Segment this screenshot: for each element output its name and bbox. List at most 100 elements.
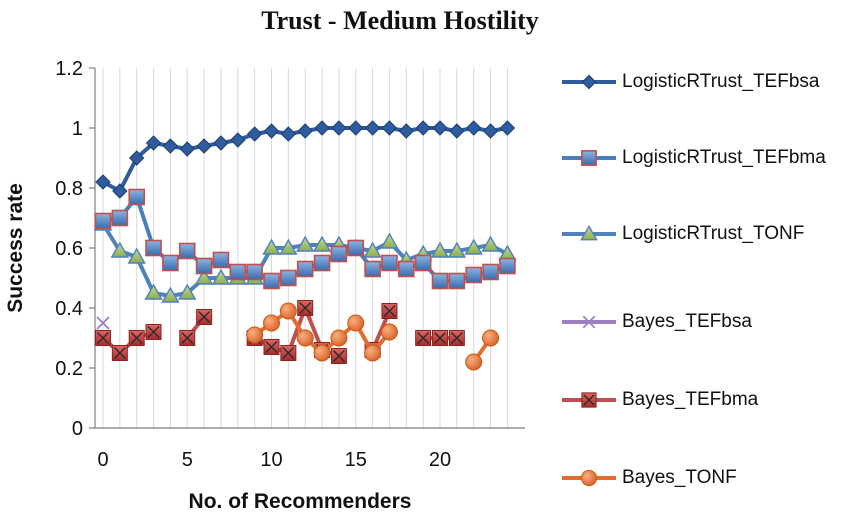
xsquare-stroke: [265, 341, 278, 353]
legend-label: LogisticRTrust_TONF: [622, 223, 805, 244]
y-tick-label: 1: [72, 118, 83, 140]
data-point-square: [581, 150, 597, 166]
data-point-triangle: [178, 283, 197, 300]
data-point-square: [330, 245, 348, 263]
data-point-circle: [263, 314, 280, 332]
data-point-circle: [296, 329, 314, 347]
x-tick-label: 20: [429, 449, 451, 471]
x-stroke: [96, 316, 110, 330]
chart-title: Trust - Medium Hostility: [261, 6, 539, 35]
data-point-triangle: [380, 232, 399, 249]
data-point-square: [212, 251, 230, 269]
data-point-square: [397, 260, 415, 278]
data-point-square: [448, 272, 466, 290]
data-point-square: [431, 272, 449, 290]
data-point-square: [195, 257, 213, 275]
xsquare-stroke: [181, 332, 194, 344]
data-point-diamond: [196, 138, 212, 154]
xsquare-stroke: [282, 347, 295, 359]
data-point-xsquare: [179, 330, 196, 346]
data-point-square: [246, 263, 263, 281]
data-point-square: [94, 212, 112, 230]
data-point-square: [145, 239, 162, 257]
data-point-diamond: [297, 123, 313, 139]
series-layer: [93, 120, 517, 371]
data-point-xsquare: [448, 330, 465, 346]
data-point-circle: [364, 344, 382, 362]
data-point-square: [162, 254, 179, 272]
xsquare-stroke: [97, 332, 109, 344]
data-point-diamond: [415, 120, 431, 136]
xsquare-stroke: [417, 332, 430, 344]
xsquare-stroke: [583, 394, 595, 406]
xsquare-stroke: [383, 305, 396, 317]
data-point-triangle: [262, 238, 281, 255]
data-point-triangle: [127, 247, 146, 264]
data-point-diamond: [499, 120, 516, 136]
data-point-xsquare: [196, 309, 213, 325]
legend-item: Bayes_TEFbsa: [560, 309, 850, 369]
data-point-triangle: [295, 235, 315, 252]
data-point-diamond: [331, 120, 347, 136]
data-point-xsquare: [145, 324, 162, 340]
data-point-triangle: [447, 241, 467, 258]
data-point-diamond: [95, 174, 111, 190]
data-point-diamond: [280, 126, 297, 142]
legend-label: Bayes_TEFbma: [622, 389, 759, 410]
data-point-triangle: [194, 268, 214, 285]
legend-symbol: [562, 74, 616, 90]
data-point-x: [582, 315, 596, 329]
axes: [89, 67, 525, 429]
legend-label: Bayes_TONF: [622, 467, 737, 488]
axis-labels: 0 0.2 0.4 0.6 0.8 1 1.2 0 5 10 15 20 No. of Recommen…: [4, 58, 451, 513]
data-point-square: [229, 263, 247, 281]
data-point-circle: [465, 353, 483, 371]
data-point-diamond: [381, 120, 398, 136]
data-point-xsquare: [111, 345, 128, 361]
data-point-square: [280, 269, 297, 287]
data-point-triangle: [312, 235, 332, 252]
data-point-triangle: [481, 235, 500, 252]
x-axis-title: No. of Recommenders: [189, 490, 412, 513]
legend-label: LogisticRTrust_TEFbsa: [622, 71, 820, 92]
data-point-square: [128, 188, 145, 206]
y-axis-title: Success rate: [4, 183, 27, 313]
legend-symbol: [562, 150, 616, 166]
data-point-circle: [482, 329, 500, 347]
data-point-xsquare: [581, 392, 597, 408]
data-point-diamond: [112, 183, 128, 199]
legend-item: LogisticRTrust_TEFbsa: [560, 69, 850, 129]
legend-item: Bayes_TEFbma: [560, 387, 850, 447]
series-line: [101, 330, 155, 355]
legend: LogisticRTrust_TEFbsa LogisticRTrust_TEFb…: [560, 0, 850, 516]
data-point-square: [364, 260, 381, 278]
data-point-triangle: [161, 286, 180, 303]
data-point-square: [296, 260, 314, 278]
data-point-diamond: [314, 120, 330, 136]
data-point-circle: [279, 302, 297, 320]
data-point-diamond: [348, 120, 364, 136]
data-point-diamond: [145, 135, 162, 151]
legend-symbol: [562, 315, 616, 329]
data-point-square: [347, 239, 365, 257]
data-point-square: [313, 254, 331, 272]
y-tick-label: 1.2: [55, 58, 83, 80]
data-point-diamond: [465, 120, 482, 136]
data-point-triangle: [110, 241, 130, 258]
data-point-square: [263, 272, 280, 290]
data-point-xsquare: [128, 330, 145, 346]
legend-item: LogisticRTrust_TONF: [560, 221, 850, 281]
data-point-triangle: [211, 268, 231, 285]
y-tick-label: 0.4: [55, 298, 83, 320]
data-point-circle: [580, 469, 598, 487]
data-point-circle: [313, 344, 331, 362]
data-point-triangle: [144, 283, 163, 300]
data-point-xsquare: [280, 345, 297, 361]
xsquare-stroke: [147, 326, 160, 338]
data-point-diamond: [432, 120, 448, 136]
data-point-xsquare: [415, 330, 432, 346]
data-point-diamond: [213, 135, 229, 151]
data-point-circle: [347, 314, 365, 332]
data-point-square: [499, 257, 516, 275]
